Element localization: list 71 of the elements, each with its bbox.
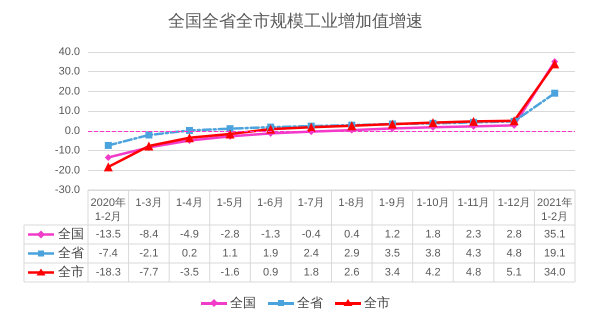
x-tick-label: 1-10月 [416,197,450,209]
legend-label: 全省 [58,246,84,261]
y-tick-label: -10.0 [54,144,80,157]
data-label: 34.0 [544,266,566,278]
text: 全省 [297,296,323,311]
y-tick-label: 30.0 [58,66,80,78]
y-tick-label: 10.0 [58,105,80,118]
data-label: 1.8 [425,228,441,240]
data-label: -2.8 [220,228,240,240]
x-tick-label: 1-12月 [498,197,531,209]
data-label: 0.4 [344,228,360,240]
data-label: 3.8 [425,248,441,260]
data-label: -0.4 [302,228,321,240]
data-label: -7.4 [98,248,118,260]
data-label: 2.3 [466,228,482,240]
data-label: 4.2 [425,266,441,278]
legend-label: 全国 [58,227,84,242]
x-tick-label: 2020年 1-2月 [90,197,126,223]
data-label: 1.9 [262,248,278,260]
y-tick-label: 40.0 [58,46,80,58]
point [550,59,560,68]
y-tick-label: -30.0 [54,184,80,196]
data-label: 4.3 [466,248,482,260]
data-label: 19.1 [544,248,566,260]
y-tick-label: 20.0 [58,85,80,98]
point [104,162,113,172]
data-label: -18.3 [96,266,121,278]
y-tick-label: 0.0 [64,124,80,137]
data-label: 2.9 [344,248,360,260]
data-label: 0.2 [182,248,198,260]
point [226,130,235,139]
x-tick-label: 1-8月 [338,197,366,209]
data-label: 4.8 [506,248,522,260]
text: 全国 [230,296,256,311]
y-tick-label: -20.0 [54,164,80,176]
legend-label: 全市 [58,265,84,280]
chart-title: 全国全省全市规模工业增加值增速 [168,12,423,32]
data-label: 5.1 [506,266,522,278]
data-label: 3.5 [384,248,400,260]
data-label: 3.4 [384,266,400,278]
x-tick-label: 1-11月 [457,197,490,209]
x-tick-label: 2021年 1-2月 [536,197,572,223]
data-label: -4.9 [180,228,199,240]
data-label: 2.8 [506,228,522,240]
data-label: 0.9 [262,266,278,278]
data-label: -1.6 [220,266,240,278]
data-label: 1.2 [384,228,400,240]
data-label: 2.4 [304,248,319,260]
x-tick-label: 1-3月 [135,197,162,209]
data-label: -7.7 [139,266,158,278]
data-label: -1.3 [261,228,280,240]
point [184,133,194,142]
data-label: -2.1 [139,248,158,260]
point [145,131,152,138]
data-label: -3.5 [180,266,199,278]
data-label: 2.6 [344,266,360,278]
x-tick-label: 1-6月 [257,197,284,209]
text: 全市 [364,296,390,311]
point [551,90,558,97]
x-tick-label: 1-4月 [176,197,203,209]
data-label: 1.1 [222,248,238,260]
data-label: -8.4 [139,228,158,240]
x-tick-label: 1-5月 [216,197,244,209]
x-tick-label: 1-7月 [298,197,325,209]
data-label: 4.8 [466,266,482,278]
x-tick-label: 1-9月 [378,197,406,209]
data-label: 35.1 [544,228,566,240]
point [104,142,112,149]
point [104,154,112,161]
data-label: -13.5 [96,228,121,240]
data-label: 1.8 [304,266,319,278]
